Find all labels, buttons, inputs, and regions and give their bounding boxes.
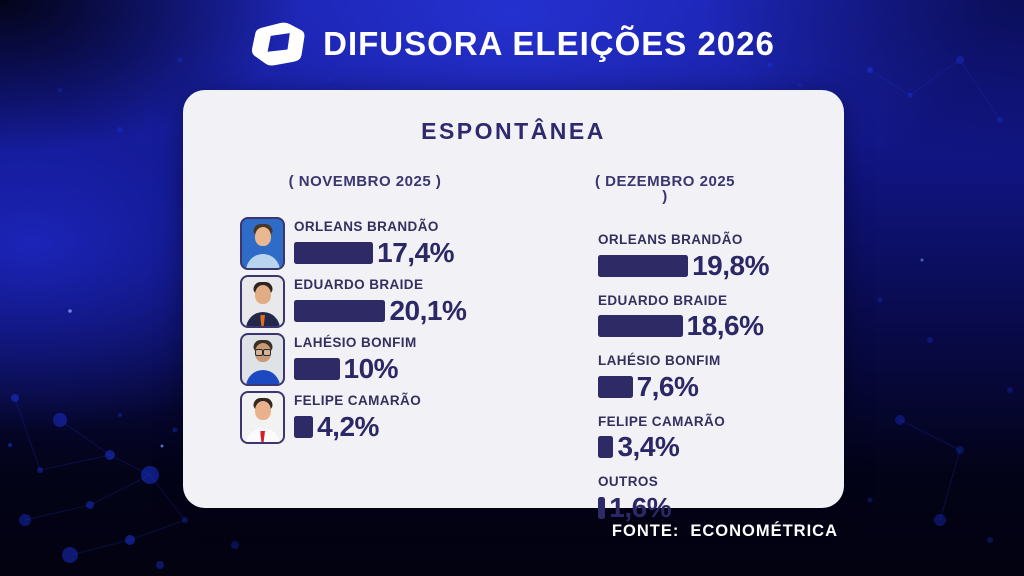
difusora-logo-icon — [249, 20, 307, 68]
candidate-photo — [240, 217, 285, 270]
candidate-name: LAHÉSIO BONFIM — [294, 335, 417, 350]
page-title: DIFUSORA ELEIÇÕES 2026 — [323, 25, 775, 62]
column-november: ( NOVEMBRO 2025 ) ORLEANS BRANDÃO 17,4% — [240, 174, 520, 449]
source-label: FONTE: — [611, 522, 680, 540]
candidate-name: FELIPE CAMARÃO — [598, 413, 726, 429]
result-value: 7,6% — [636, 370, 699, 402]
candidate-row: ORLEANS BRANDÃO 19,8% — [598, 232, 878, 281]
bar-row: 10% — [294, 354, 417, 384]
candidate-name: EDUARDO BRAIDE — [294, 277, 424, 292]
column-header-november: ( NOVEMBRO 2025 ) — [288, 173, 442, 190]
candidate-name: FELIPE CAMARÃO — [294, 393, 422, 408]
header: DIFUSORA ELEIÇÕES 2026 — [0, 16, 1024, 72]
bar-row: 18,6% — [598, 311, 878, 341]
result-value: 19,8% — [692, 249, 769, 281]
candidate-result: FELIPE CAMARÃO 4,2% — [294, 391, 421, 444]
candidate-name: EDUARDO BRAIDE — [598, 292, 728, 308]
avatar-glasses — [254, 349, 271, 356]
candidate-result: EDUARDO BRAIDE 20,1% — [294, 275, 467, 328]
candidate-row: EDUARDO BRAIDE 18,6% — [598, 293, 878, 342]
poll-card: ESPONTÂNEA ( NOVEMBRO 2025 ) ORLEANS BRA… — [183, 90, 844, 521]
bar-row: 20,1% — [294, 294, 467, 326]
result-bar — [598, 436, 614, 459]
avatar-tie — [260, 315, 265, 326]
avatar-head — [254, 285, 271, 304]
candidate-result: LAHÉSIO BONFIM 10% — [294, 333, 417, 386]
result-value: 17,4% — [377, 236, 455, 268]
bar-row: 1,6% — [598, 493, 878, 523]
candidate-row: FELIPE CAMARÃO 3,4% — [598, 414, 878, 463]
result-value: 4,2% — [317, 410, 379, 442]
candidate-row: OUTROS 1,6% — [598, 474, 878, 523]
result-value: 20,1% — [389, 294, 467, 326]
bar-row: 3,4% — [598, 432, 878, 462]
candidate-name: LAHÉSIO BONFIM — [598, 353, 721, 369]
candidate-row: FELIPE CAMARÃO 4,2% — [240, 391, 520, 444]
candidate-row: LAHÉSIO BONFIM 7,6% — [598, 353, 878, 402]
candidate-photo — [240, 275, 285, 328]
candidate-name: ORLEANS BRANDÃO — [598, 232, 743, 247]
bar-row: 19,8% — [598, 251, 878, 281]
poll-title: ESPONTÂNEA — [421, 118, 606, 144]
avatar-tie — [260, 431, 265, 442]
result-bar — [598, 496, 606, 519]
candidate-photo — [240, 333, 285, 386]
candidate-photo — [240, 391, 285, 444]
result-bar — [294, 299, 386, 322]
result-value: 1,6% — [609, 491, 672, 523]
result-bar — [598, 315, 683, 338]
candidate-row: EDUARDO BRAIDE 20,1% — [240, 275, 520, 328]
result-bar — [294, 357, 340, 380]
result-bar — [598, 375, 633, 398]
column-header-december: ( DEZEMBRO 2025 ) — [594, 173, 736, 205]
avatar-body — [245, 370, 280, 384]
result-value: 10% — [343, 352, 399, 384]
result-bar — [598, 254, 689, 277]
result-value: 3,4% — [617, 431, 680, 463]
result-bar — [294, 241, 374, 264]
candidate-result: ORLEANS BRANDÃO 17,4% — [294, 217, 455, 270]
candidate-name: ORLEANS BRANDÃO — [294, 219, 439, 234]
avatar-body — [245, 254, 280, 268]
source-value: ECONOMÉTRICA — [690, 522, 838, 540]
avatar-head — [254, 401, 271, 420]
bar-row: 4,2% — [294, 412, 421, 442]
result-value: 18,6% — [686, 310, 764, 342]
result-bar — [294, 415, 314, 438]
column-december: ( DEZEMBRO 2025 ) ORLEANS BRANDÃO 19,8% … — [595, 174, 878, 535]
candidate-row: LAHÉSIO BONFIM 10% — [240, 333, 520, 386]
candidate-name: OUTROS — [598, 474, 659, 490]
bar-row: 7,6% — [598, 372, 878, 402]
candidate-row: ORLEANS BRANDÃO 17,4% — [240, 217, 520, 270]
bar-row: 17,4% — [294, 236, 455, 268]
avatar-head — [254, 227, 271, 246]
source-credit: FONTE: ECONOMÉTRICA — [612, 522, 838, 541]
